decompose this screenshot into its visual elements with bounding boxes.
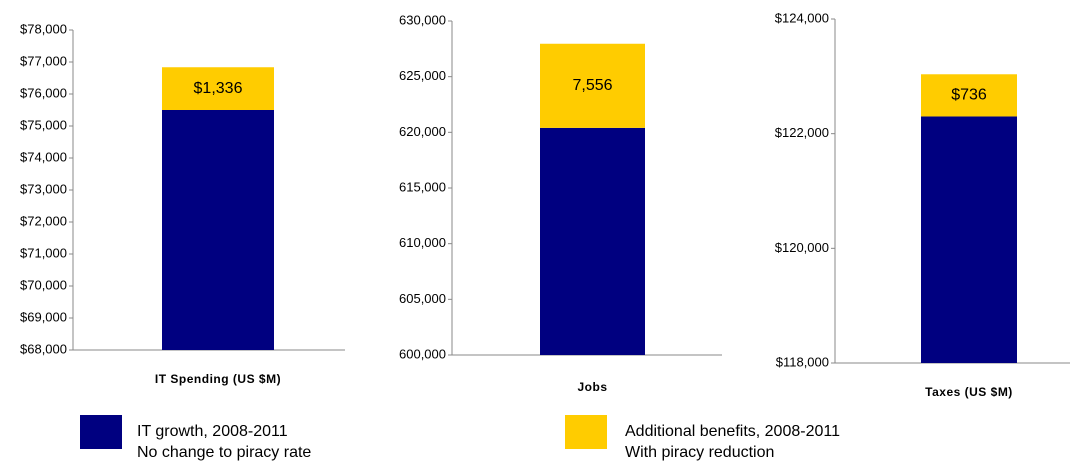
bar-segment xyxy=(162,67,274,110)
y-tick-label: $77,000 xyxy=(20,53,67,68)
y-tick-label: $124,000 xyxy=(775,10,829,25)
y-tick-label: $74,000 xyxy=(20,149,67,164)
y-tick-label: $118,000 xyxy=(776,354,829,369)
x-axis-label: IT Spending (US $M) xyxy=(155,372,281,386)
x-axis-label: Taxes (US $M) xyxy=(925,385,1013,399)
y-tick-label: $71,000 xyxy=(20,245,67,260)
legend-label: IT growth, 2008-2011 xyxy=(137,423,288,440)
x-axis-label: Jobs xyxy=(577,380,607,394)
legend-swatch xyxy=(80,415,122,449)
bar-segment xyxy=(540,127,645,355)
bar-segment xyxy=(540,43,645,128)
y-tick-label: $78,000 xyxy=(20,21,67,36)
bar-segment xyxy=(162,110,274,350)
y-tick-label: 615,000 xyxy=(399,179,446,194)
y-tick-label: $70,000 xyxy=(20,277,67,292)
y-tick-label: $72,000 xyxy=(20,213,67,228)
y-tick-label: $68,000 xyxy=(20,341,67,356)
y-tick-label: $75,000 xyxy=(20,117,67,132)
legend-label: Additional benefits, 2008-2011 xyxy=(625,423,840,440)
legend-sublabel: With piracy reduction xyxy=(625,444,774,461)
y-tick-label: $69,000 xyxy=(20,309,67,324)
y-tick-label: $120,000 xyxy=(775,240,829,255)
data-label: $1,336 xyxy=(194,80,243,97)
data-label: $736 xyxy=(951,87,987,104)
y-tick-label: 605,000 xyxy=(399,291,446,306)
y-tick-label: 620,000 xyxy=(399,124,446,139)
legend-sublabel: No change to piracy rate xyxy=(137,444,311,461)
data-label: 7,556 xyxy=(572,77,612,94)
y-tick-label: 600,000 xyxy=(399,346,446,361)
bar-segment xyxy=(921,74,1017,117)
bar-segment xyxy=(921,116,1017,363)
legend-swatch xyxy=(565,415,607,449)
y-tick-label: 625,000 xyxy=(399,68,446,83)
y-tick-label: 630,000 xyxy=(399,12,446,27)
y-tick-label: $73,000 xyxy=(20,181,67,196)
y-tick-label: $76,000 xyxy=(20,85,67,100)
y-tick-label: $122,000 xyxy=(775,125,829,140)
y-tick-label: 610,000 xyxy=(399,235,446,250)
